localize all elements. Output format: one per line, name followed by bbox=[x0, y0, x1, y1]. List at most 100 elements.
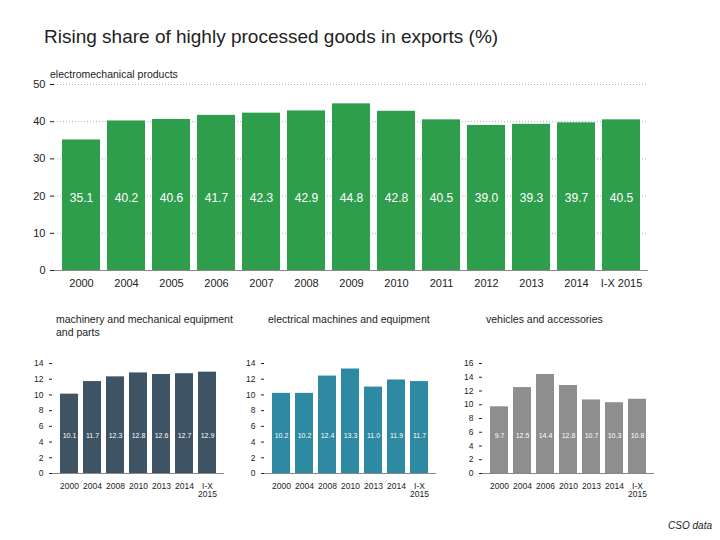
svg-text:2013: 2013 bbox=[582, 481, 601, 491]
svg-text:12.7: 12.7 bbox=[178, 432, 192, 439]
svg-text:2: 2 bbox=[469, 454, 474, 464]
svg-text:2004: 2004 bbox=[114, 277, 138, 289]
svg-text:20: 20 bbox=[33, 190, 45, 202]
svg-text:40.2: 40.2 bbox=[115, 191, 139, 205]
svg-text:12.4: 12.4 bbox=[321, 432, 335, 439]
svg-text:2010: 2010 bbox=[384, 277, 408, 289]
svg-text:14: 14 bbox=[34, 358, 44, 368]
svg-text:2014: 2014 bbox=[564, 277, 588, 289]
svg-text:2010: 2010 bbox=[559, 481, 578, 491]
svg-text:2: 2 bbox=[251, 453, 256, 463]
svg-text:0: 0 bbox=[39, 264, 45, 276]
svg-text:2013: 2013 bbox=[364, 481, 383, 491]
svg-text:12.5: 12.5 bbox=[516, 432, 530, 439]
svg-text:42.8: 42.8 bbox=[385, 191, 409, 205]
svg-text:41.7: 41.7 bbox=[205, 191, 229, 205]
svg-text:2004: 2004 bbox=[513, 481, 532, 491]
svg-text:11.7: 11.7 bbox=[86, 432, 99, 439]
svg-text:2004: 2004 bbox=[295, 481, 314, 491]
svg-text:11.7: 11.7 bbox=[413, 432, 426, 439]
svg-text:10.2: 10.2 bbox=[298, 432, 312, 439]
svg-text:12.6: 12.6 bbox=[155, 432, 169, 439]
svg-text:10.8: 10.8 bbox=[631, 432, 645, 439]
svg-text:14: 14 bbox=[464, 372, 474, 382]
svg-text:2008: 2008 bbox=[294, 277, 318, 289]
svg-text:2: 2 bbox=[39, 453, 44, 463]
svg-text:0: 0 bbox=[469, 468, 474, 478]
svg-text:12: 12 bbox=[246, 374, 256, 384]
svg-text:2005: 2005 bbox=[159, 277, 183, 289]
svg-text:12: 12 bbox=[464, 386, 474, 396]
svg-text:0: 0 bbox=[39, 468, 44, 478]
svg-text:13.3: 13.3 bbox=[344, 432, 358, 439]
svg-text:10: 10 bbox=[34, 390, 44, 400]
svg-text:12.3: 12.3 bbox=[109, 432, 123, 439]
svg-text:35.1: 35.1 bbox=[70, 191, 94, 205]
html-text:machinery and mechanical equip: machinery and mechanical equipment and p… bbox=[56, 313, 233, 339]
svg-text:2009: 2009 bbox=[339, 277, 363, 289]
svg-text:2010: 2010 bbox=[341, 481, 360, 491]
svg-text:2014: 2014 bbox=[605, 481, 624, 491]
svg-text:8: 8 bbox=[39, 405, 44, 415]
svg-text:10.2: 10.2 bbox=[275, 432, 289, 439]
svg-text:40.6: 40.6 bbox=[160, 191, 184, 205]
svg-text:10: 10 bbox=[246, 390, 256, 400]
svg-text:6: 6 bbox=[39, 421, 44, 431]
svg-text:0: 0 bbox=[251, 468, 256, 478]
svg-text:11.9: 11.9 bbox=[390, 432, 403, 439]
svg-text:40.5: 40.5 bbox=[610, 191, 634, 205]
svg-text:8: 8 bbox=[469, 413, 474, 423]
svg-text:10: 10 bbox=[464, 399, 474, 409]
svg-text:2012: 2012 bbox=[474, 277, 498, 289]
svg-text:42.9: 42.9 bbox=[295, 191, 319, 205]
svg-text:2006: 2006 bbox=[536, 481, 555, 491]
svg-text:4: 4 bbox=[251, 437, 256, 447]
svg-text:40.5: 40.5 bbox=[430, 191, 454, 205]
svg-text:10.3: 10.3 bbox=[608, 432, 622, 439]
svg-text:2013: 2013 bbox=[519, 277, 543, 289]
svg-text:10.1: 10.1 bbox=[63, 432, 77, 439]
svg-text:2006: 2006 bbox=[204, 277, 228, 289]
svg-text:2014: 2014 bbox=[175, 481, 194, 491]
svg-text:14.4: 14.4 bbox=[539, 432, 553, 439]
svg-text:30: 30 bbox=[33, 152, 45, 164]
svg-text:39.7: 39.7 bbox=[565, 191, 589, 205]
svg-text:8: 8 bbox=[251, 405, 256, 415]
svg-text:6: 6 bbox=[251, 421, 256, 431]
svg-text:39.0: 39.0 bbox=[475, 191, 499, 205]
svg-text:10: 10 bbox=[33, 227, 45, 239]
svg-text:2000: 2000 bbox=[490, 481, 509, 491]
svg-text:12.8: 12.8 bbox=[562, 432, 576, 439]
svg-text:I-X2015: I-X2015 bbox=[410, 481, 429, 500]
svg-text:2013: 2013 bbox=[152, 481, 171, 491]
svg-text:I-X2015: I-X2015 bbox=[628, 481, 647, 500]
svg-text:2010: 2010 bbox=[129, 481, 148, 491]
svg-text:44.8: 44.8 bbox=[340, 191, 364, 205]
svg-text:2004: 2004 bbox=[83, 481, 102, 491]
svg-text:2000: 2000 bbox=[60, 481, 79, 491]
svg-text:9.7: 9.7 bbox=[495, 432, 505, 439]
svg-text:14: 14 bbox=[246, 358, 256, 368]
svg-text:42.3: 42.3 bbox=[250, 191, 274, 205]
svg-text:2014: 2014 bbox=[387, 481, 406, 491]
svg-text:10.7: 10.7 bbox=[585, 432, 599, 439]
svg-text:I-X 2015: I-X 2015 bbox=[601, 277, 643, 289]
svg-text:I-X2015: I-X2015 bbox=[198, 481, 217, 500]
svg-text:2008: 2008 bbox=[318, 481, 337, 491]
svg-text:4: 4 bbox=[469, 441, 474, 451]
svg-text:12.9: 12.9 bbox=[201, 432, 215, 439]
svg-text:2011: 2011 bbox=[430, 277, 454, 289]
svg-text:50: 50 bbox=[33, 78, 45, 90]
svg-text:2000: 2000 bbox=[272, 481, 291, 491]
svg-text:12.8: 12.8 bbox=[132, 432, 146, 439]
svg-text:2007: 2007 bbox=[249, 277, 273, 289]
svg-text:12: 12 bbox=[34, 374, 44, 384]
svg-text:39.3: 39.3 bbox=[520, 191, 544, 205]
svg-text:2000: 2000 bbox=[69, 277, 93, 289]
svg-text:11.0: 11.0 bbox=[367, 432, 380, 439]
svg-text:16: 16 bbox=[464, 358, 474, 368]
svg-text:6: 6 bbox=[469, 427, 474, 437]
svg-text:2008: 2008 bbox=[106, 481, 125, 491]
svg-text:4: 4 bbox=[39, 437, 44, 447]
svg-text:40: 40 bbox=[33, 115, 45, 127]
